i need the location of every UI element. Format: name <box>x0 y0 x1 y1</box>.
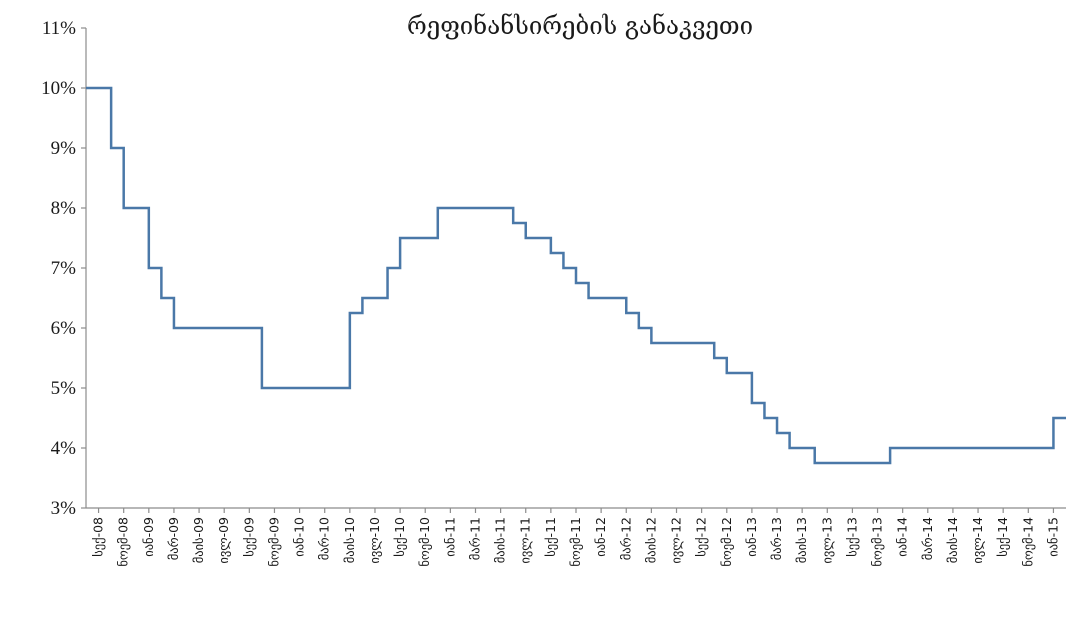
y-tick-label: 6% <box>51 318 77 339</box>
x-tick-label: იან-10 <box>292 517 307 557</box>
x-tick-label: სექ-14 <box>995 517 1010 557</box>
x-tick-label: სექ-08 <box>91 517 106 557</box>
x-tick-label: ივლ-11 <box>518 517 533 564</box>
y-tick-label: 3% <box>51 498 77 519</box>
y-tick-label: 10% <box>41 78 76 99</box>
x-tick-label: იან-14 <box>895 517 910 557</box>
y-tick-label: 11% <box>42 18 76 39</box>
x-tick-label: სექ-13 <box>844 517 859 557</box>
x-tick-label: ივლ-14 <box>970 517 985 564</box>
x-tick-label: მაის-10 <box>342 517 357 563</box>
x-tick-label: იან-15 <box>1045 517 1060 557</box>
x-tick-label: მარ-14 <box>920 517 935 560</box>
x-tick-label: იან-11 <box>442 517 457 557</box>
x-tick-label: იან-09 <box>141 517 156 557</box>
y-tick-label: 9% <box>51 138 77 159</box>
x-tick-label: იან-13 <box>744 517 759 557</box>
x-tick-label: იან-12 <box>593 517 608 557</box>
x-tick-label: სექ-11 <box>543 517 558 557</box>
y-tick-label: 7% <box>51 258 77 279</box>
x-tick-label: მაის-13 <box>794 517 809 563</box>
x-tick-label: ივლ-09 <box>216 517 231 564</box>
series-line <box>86 86 1066 465</box>
x-tick-label: სექ-09 <box>241 517 256 557</box>
y-tick-label: 4% <box>51 438 77 459</box>
x-tick-label: მაის-14 <box>945 517 960 563</box>
x-tick-label: მარ-12 <box>618 517 633 560</box>
x-tick-label: მარ-09 <box>166 517 181 560</box>
x-tick-label: ივლ-12 <box>669 517 684 564</box>
x-axis: სექ-08 ნოემ-08 იან-09 მარ-09 მაის-09 ივლ-09 სე… <box>86 507 1066 567</box>
chart-title: რეფინანსირების განაკვეთი <box>407 12 753 40</box>
y-tick-label: 5% <box>51 378 77 399</box>
x-tick-label: სექ-12 <box>694 517 709 557</box>
x-tick-label: სექ-10 <box>392 517 407 557</box>
x-tick-label: ნოემ-13 <box>870 517 885 567</box>
x-tick-label: ნოემ-09 <box>266 517 281 567</box>
x-tick-label: ნოემ-10 <box>417 517 432 567</box>
x-tick-label: მაის-11 <box>493 517 508 563</box>
x-tick-label: ივლ-10 <box>367 517 382 564</box>
y-axis: 3% 4% 5% 6% 7% 8% 9% 10% 11% <box>41 18 87 519</box>
x-tick-label: ნოემ-11 <box>568 517 583 567</box>
x-tick-label: მარ-11 <box>467 517 482 560</box>
x-tick-label: მარ-10 <box>317 517 332 560</box>
x-tick-label: ნოემ-08 <box>116 517 131 567</box>
x-tick-label: მაის-09 <box>191 517 206 563</box>
y-tick-label: 8% <box>51 198 77 219</box>
x-tick-label: ივლ-13 <box>819 517 834 564</box>
x-tick-label: ნოემ-12 <box>719 517 734 567</box>
x-tick-label: ნოემ-14 <box>1020 517 1035 567</box>
x-tick-label: მარ-13 <box>769 517 784 560</box>
plot-area <box>86 86 1066 465</box>
x-tick-label: მაის-12 <box>643 517 658 563</box>
